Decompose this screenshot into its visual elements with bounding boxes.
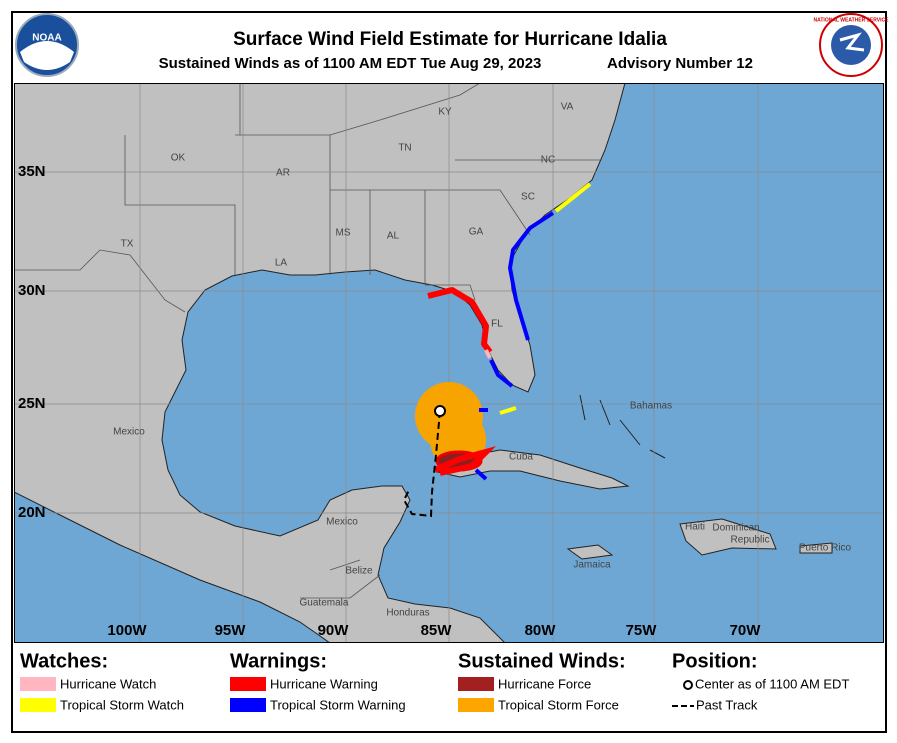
- land-cuba: [436, 449, 630, 490]
- legend-swatch: [20, 698, 56, 712]
- legend-center-symbol: [683, 680, 693, 690]
- place-label: FL: [491, 319, 503, 330]
- legend-item: Hurricane Watch: [60, 676, 156, 691]
- legend-item: Tropical Storm Watch: [60, 697, 184, 712]
- legend-title: Sustained Winds:: [458, 650, 626, 672]
- place-label: Honduras: [386, 608, 429, 619]
- place-label: TN: [398, 143, 411, 154]
- legend-title: Warnings:: [230, 650, 327, 672]
- subtitle: Sustained Winds as of 1100 AM EDT Tue Au…: [159, 55, 542, 72]
- legend-swatch: [20, 677, 56, 691]
- legend-item: Tropical Storm Force: [498, 697, 619, 712]
- tropical-storm-warning: [507, 211, 555, 341]
- place-label: LA: [275, 258, 288, 269]
- longitude-label: 90W: [318, 622, 350, 639]
- legend-title: Position:: [672, 650, 758, 672]
- nws-text: NATIONAL WEATHER SERVICE: [814, 17, 890, 23]
- hurricane-warning: [433, 446, 497, 476]
- place-label: SC: [521, 192, 535, 203]
- tropical-storm-warning: [489, 359, 514, 388]
- place-label: Cuba: [509, 452, 533, 463]
- place-label: TX: [121, 239, 134, 250]
- legend: Watches: Hurricane Watch Tropical Storm Wa…: [20, 650, 849, 712]
- past-track: [402, 410, 441, 518]
- legend-swatch: [458, 677, 494, 691]
- hurricane-watch: [484, 349, 492, 359]
- legend-swatch: [230, 677, 266, 691]
- advisory: Advisory Number 12: [607, 55, 753, 72]
- place-label: OK: [171, 153, 186, 164]
- place-label: Guatemala: [300, 598, 349, 609]
- land-hispaniola: [679, 518, 777, 556]
- latitude-label: 30N: [18, 282, 46, 299]
- place-label: Mexico: [326, 517, 358, 528]
- place-label: Bahamas: [630, 401, 672, 412]
- longitude-label: 80W: [525, 622, 557, 639]
- place-label: Puerto Rico: [799, 543, 852, 554]
- tropical-storm-watch: [499, 182, 592, 415]
- center-position: [434, 405, 446, 417]
- place-label: AR: [276, 168, 290, 179]
- place-label: KY: [438, 107, 452, 118]
- place-label: NC: [541, 155, 555, 166]
- place-label: Belize: [345, 566, 373, 577]
- noaa-logo: NOAA: [15, 13, 79, 77]
- land-bahamas: [579, 394, 666, 459]
- tropical-storm-warning: [474, 408, 488, 481]
- place-label: VA: [561, 102, 574, 113]
- longitude-label: 85W: [421, 622, 453, 639]
- place-label: Dominican: [712, 523, 759, 534]
- place-label: AL: [387, 231, 400, 242]
- hurricane-warning: [427, 287, 493, 354]
- latitude-label: 20N: [18, 504, 46, 521]
- legend-item: Hurricane Force: [498, 676, 591, 691]
- place-label: MS: [336, 228, 351, 239]
- place-label: Republic: [731, 535, 770, 546]
- legend-item: Center as of 1100 AM EDT: [695, 676, 849, 691]
- land-jamaica: [566, 544, 614, 560]
- legend-item: Hurricane Warning: [270, 676, 378, 691]
- legend-swatch: [230, 698, 266, 712]
- legend-title: Watches:: [20, 650, 108, 672]
- legend-swatch: [458, 698, 494, 712]
- latitude-label: 35N: [18, 163, 46, 180]
- map: KY VA TN NC OK AR SC TX MS AL GA LA FL Mexico Bahamas C…: [14, 83, 884, 643]
- nws-logo: NATIONAL WEATHER SERVICE: [814, 13, 890, 77]
- longitude-label: 70W: [730, 622, 762, 639]
- longitude-label: 100W: [107, 622, 147, 639]
- latitude-label: 25N: [18, 395, 46, 412]
- place-label: Mexico: [113, 427, 145, 438]
- legend-item: Tropical Storm Warning: [270, 697, 406, 712]
- longitude-label: 75W: [626, 622, 658, 639]
- place-label: Jamaica: [573, 560, 611, 571]
- land-puerto-rico: [799, 542, 833, 554]
- title: Surface Wind Field Estimate for Hurrican…: [233, 29, 667, 50]
- borders: [14, 83, 600, 599]
- noaa-text: NOAA: [32, 33, 61, 44]
- longitude-label: 95W: [215, 622, 247, 639]
- place-label: Haiti: [685, 522, 705, 533]
- legend-item: Past Track: [696, 697, 758, 712]
- place-label: GA: [469, 227, 484, 238]
